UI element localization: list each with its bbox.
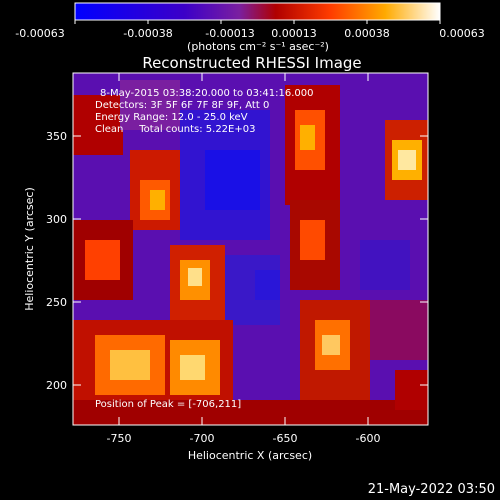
y-tick-label: 250 [46,296,67,309]
time-range-annotation: 8-May-2015 03:38:20.000 to 03:41:16.000 [100,88,313,99]
colorbar-tick-label: -0.00038 [123,27,172,40]
colorbar-tick-label: 0.00038 [344,27,390,40]
colorbar [74,2,441,21]
plot-frame [72,72,429,426]
x-axis-label: Heliocentric X (arcsec) [188,449,312,462]
colorbar-tick-label: 0.00013 [271,27,317,40]
y-axis-label: Heliocentric Y (arcsec) [23,187,36,311]
peak-position-annotation: Position of Peak = [-706,211] [95,399,241,410]
y-tick-label: 350 [46,130,67,143]
axis-ticks [73,73,428,425]
colorbar-ticks [74,20,441,24]
heatmap-image [73,73,428,425]
image-title: Reconstructed RHESSI Image [142,54,361,72]
footer-timestamp: 21-May-2022 03:50 [368,482,495,497]
y-tick-label: 200 [46,379,67,392]
x-tick-label: -700 [190,432,215,445]
colorbar-tick-label: -0.00013 [205,27,254,40]
detectors-annotation: Detectors: 3F 5F 6F 7F 8F 9F, Att 0 [95,100,269,111]
x-tick-label: -600 [356,432,381,445]
colorbar-tick-label: 0.00063 [439,27,485,40]
x-tick-label: -650 [273,432,298,445]
y-tick-label: 300 [46,213,67,226]
energy-range-annotation: Energy Range: 12.0 - 25.0 keV [95,112,248,123]
colorbar-unit-label: (photons cm⁻² s⁻¹ asec⁻²) [187,40,329,53]
colorbar-tick-label: -0.00063 [15,27,64,40]
clean-counts-annotation: Clean Total counts: 5.22E+03 [95,124,255,135]
x-tick-label: -750 [107,432,132,445]
